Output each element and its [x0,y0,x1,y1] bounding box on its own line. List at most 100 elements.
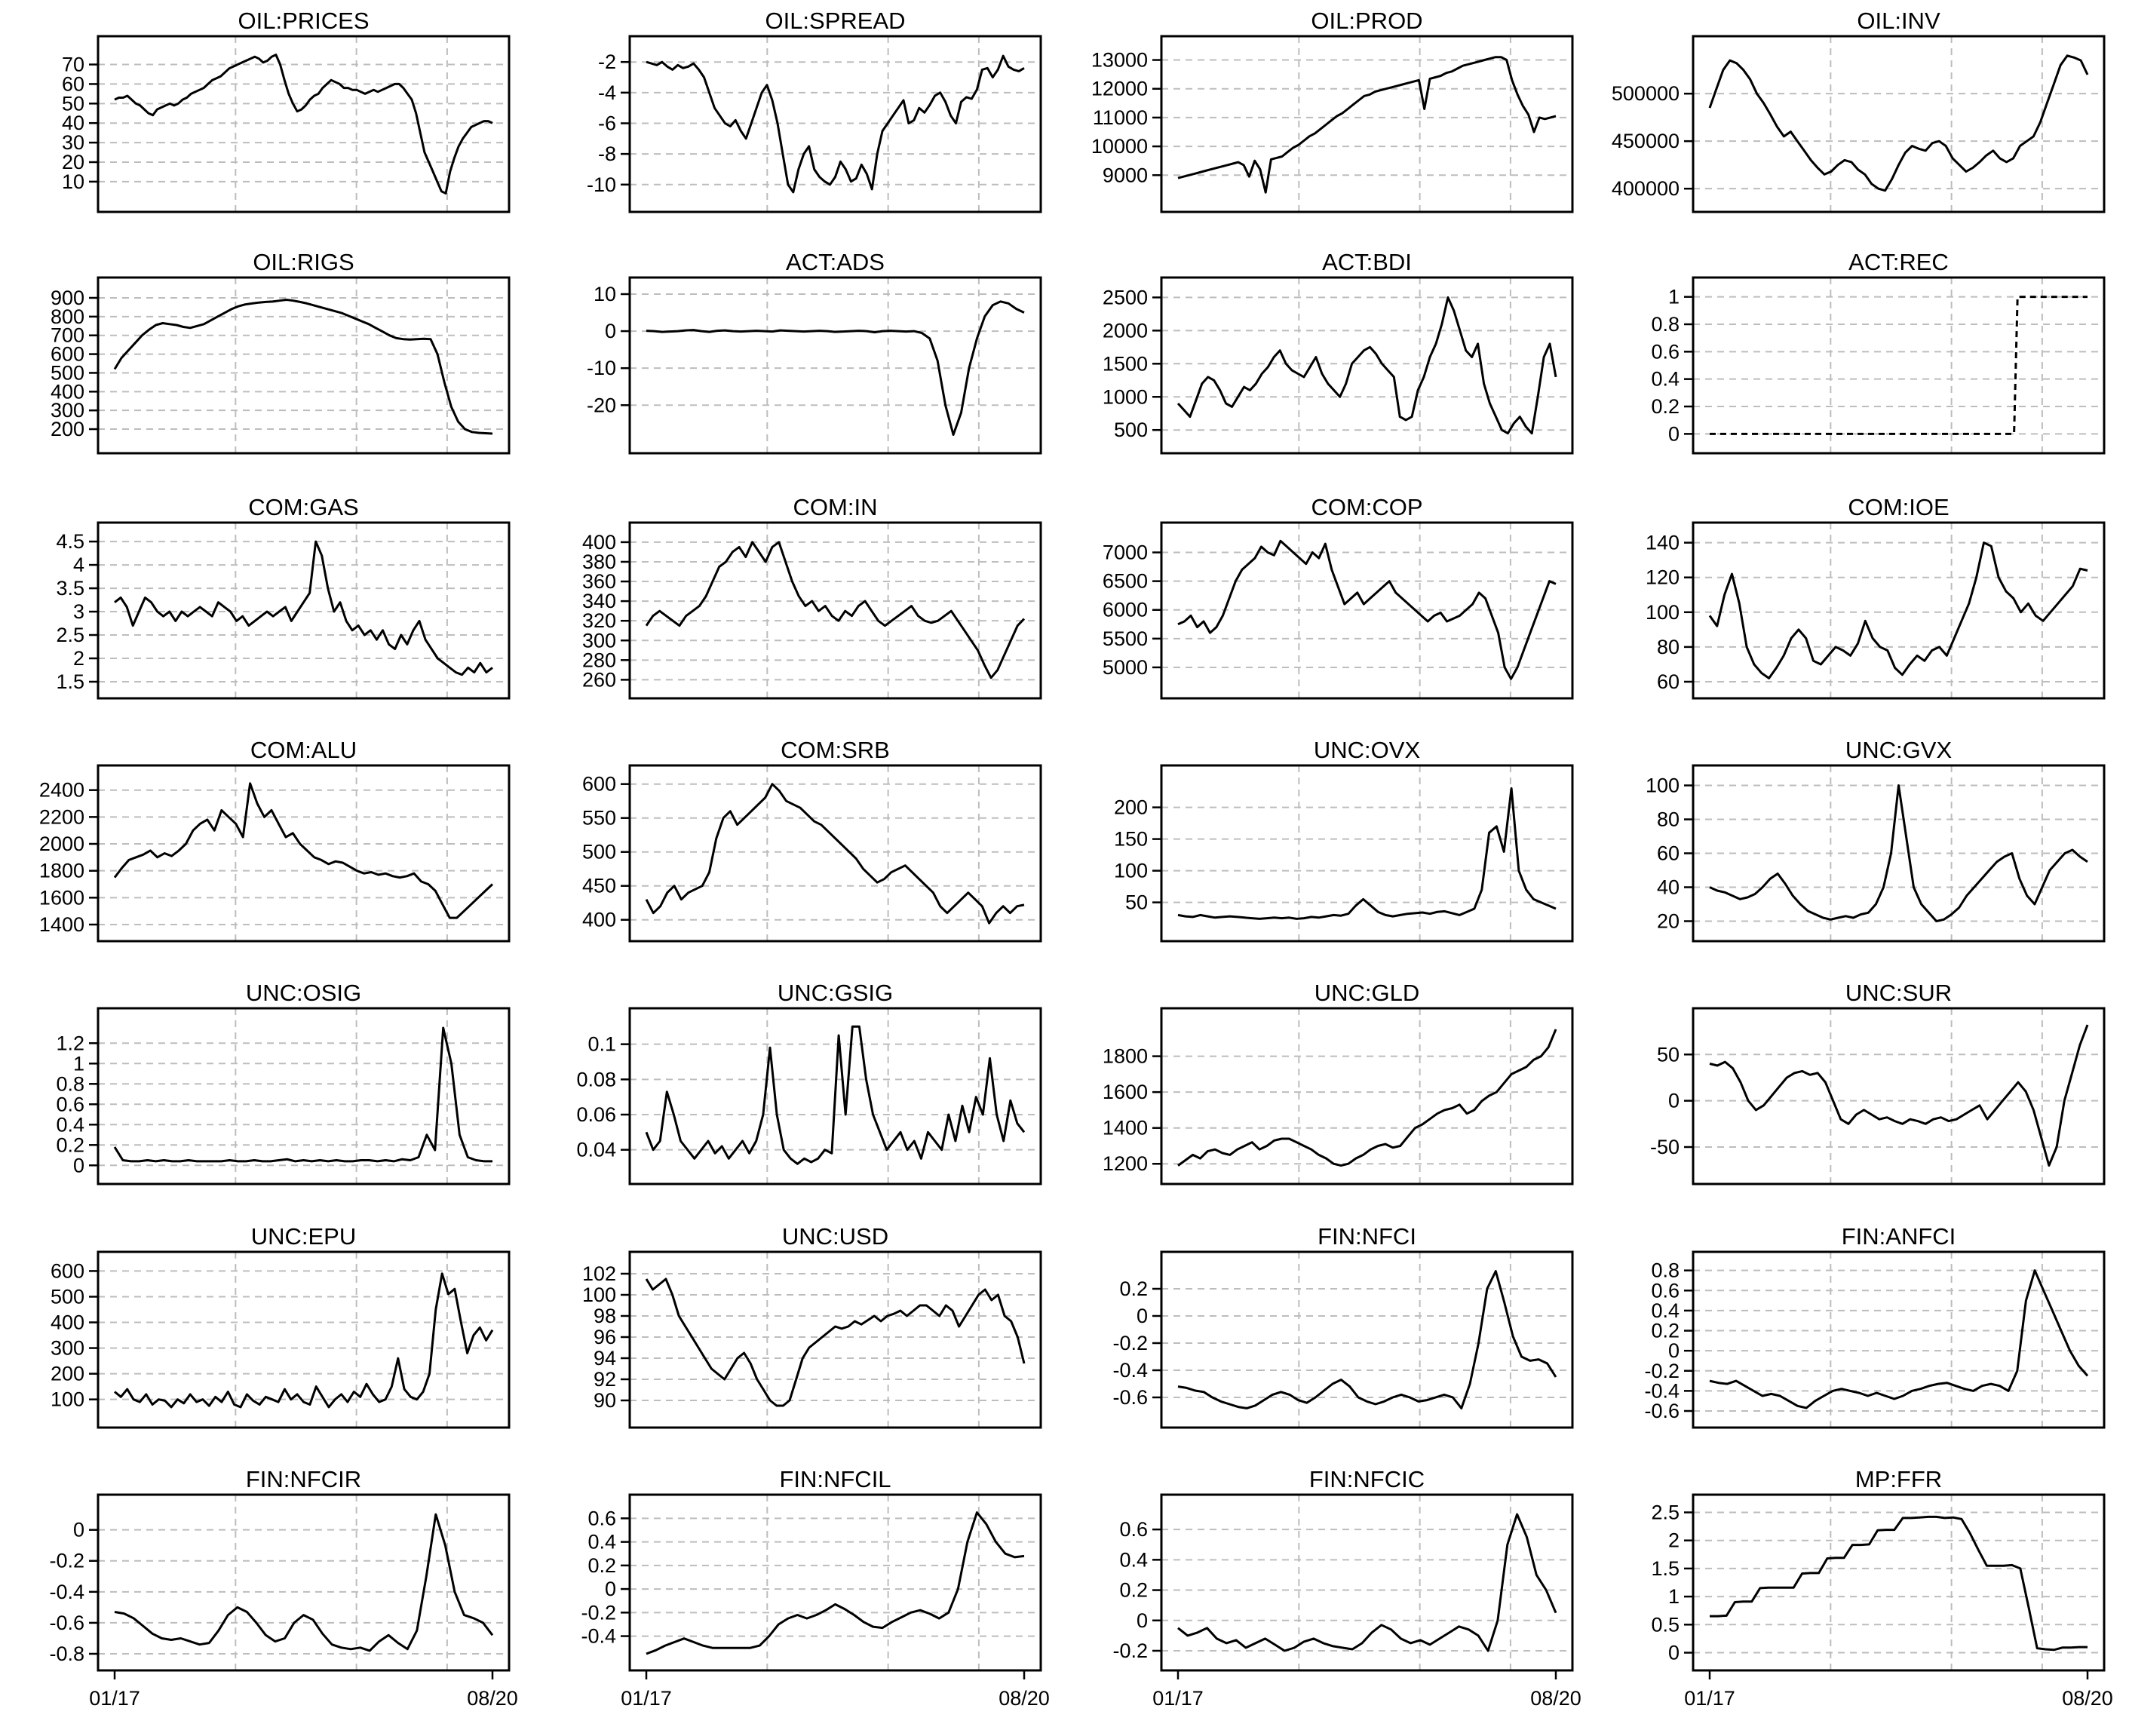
series-line [1709,1024,2089,1167]
x-tick-label: 01/17 [89,1687,140,1710]
y-tick-label: 100 [1114,860,1148,882]
y-tick-label: -0.6 [49,1612,84,1634]
y-tick-label: 600 [51,1259,84,1282]
panel-com-srb: COM:SRB 400 450 500 550 600 [582,737,1042,943]
panel-title: COM:IN [793,494,878,520]
y-tick-label: -0.4 [49,1581,84,1603]
panel-fin-nfcil: FIN:NFCIL -0.4-0.200.20.40.6 01/17 08/20 [581,1466,1049,1710]
y-tick-label: 100 [1646,601,1680,624]
y-tick-label: 20 [62,151,84,173]
panel-oil-inv: OIL:INV 400000 450000 500000 [1612,8,2106,213]
y-tick-label: 0.4 [56,1113,84,1136]
y-tick-label: 0.8 [56,1072,84,1095]
y-tick-label: 0.6 [1119,1518,1148,1541]
series-line [1709,784,2088,922]
y-tick-label: 0 [1668,422,1680,445]
y-tick-label: 400 [51,380,84,403]
panel-title: UNC:GVX [1845,737,1953,763]
panel-unc-sur: UNC:SUR -50 0 50 [1650,980,2106,1185]
y-tick-label: 0.2 [1119,1579,1148,1602]
series-line [114,1272,494,1409]
y-tick-label: 2 [73,647,84,670]
panel-fin-nfcir: FIN:NFCIR -0.8 -0.6 -0.4 -0.2 0 01/17 08/20 [49,1466,517,1710]
y-tick-label: 0 [1137,1305,1148,1327]
plot-frame [97,276,511,455]
panel-unc-epu: UNC:EPU 100 200 300 400 500 600 [51,1223,511,1429]
y-tick-label: 50 [1125,891,1148,914]
panel-title: UNC:GSIG [778,980,893,1006]
y-tick-label: 70 [62,54,84,76]
plot-frame [1692,521,2106,700]
y-tick-label: 500000 [1612,82,1680,105]
y-tick-label: 100 [1646,774,1680,797]
plot-frame [628,1250,1042,1429]
series-line [1177,539,1557,680]
panel-unc-gld: UNC:GLD 1200 1400 1600 1800 [1103,980,1574,1185]
plot-frame [1160,521,1574,700]
y-tick-label: 80 [1657,636,1680,658]
y-tick-label: 0.4 [1651,368,1680,391]
series-line [1176,296,1557,435]
panel-fin-nfcic: FIN:NFCIC -0.2 0 0.2 0.4 0.6 01/17 08/20 [1112,1466,1581,1710]
y-tick-label: 0.6 [1651,340,1680,363]
panel-unc-gsig: UNC:GSIG 0.04 0.06 0.08 0.1 [576,980,1042,1185]
y-tick-label: 2.5 [1651,1501,1680,1523]
y-tick-label: -6 [598,112,616,134]
panel-title: FIN:ANFCI [1842,1223,1956,1250]
series-line [645,783,1025,925]
plot-frame [1692,35,2106,213]
y-tick-label: 400 [582,531,616,554]
y-tick-label: 400 [582,909,616,931]
panel-title: OIL:PRICES [238,8,370,34]
y-tick-label: 1 [1668,286,1680,308]
panel-title: UNC:GLD [1315,980,1420,1006]
plot-frame [97,1250,511,1429]
y-tick-label: 10000 [1091,135,1148,158]
y-tick-label: 96 [594,1326,616,1348]
y-tick-label: 98 [594,1305,616,1327]
panel-title: UNC:OVX [1314,737,1421,763]
y-tick-label: 9000 [1103,164,1148,186]
panel-title: ACT:REC [1848,249,1949,275]
y-tick-label: 0 [605,320,616,342]
y-tick-label: 92 [594,1368,616,1391]
y-tick-label: 600 [51,343,84,366]
y-tick-label: -4 [598,81,616,104]
y-tick-label: -0.4 [1112,1359,1148,1382]
plot-frame [628,764,1042,943]
y-tick-label: 1400 [1103,1117,1148,1139]
y-tick-label: 0 [73,1154,84,1176]
y-tick-label: 0.6 [587,1507,616,1529]
y-tick-label: 0.4 [1119,1548,1148,1571]
plot-frame [628,521,1042,700]
series-line [646,1511,1025,1655]
panel-title: FIN:NFCIR [246,1466,361,1492]
plot-frame [1160,1493,1574,1672]
y-tick-label: 12000 [1091,78,1148,100]
series-line [1708,541,2088,679]
panel-mp-ffr: MP:FFR 0 0.5 1 1.5 2 2.5 01/17 08/20 [1651,1466,2112,1710]
y-tick-label: 0.8 [1651,1259,1680,1282]
plot-frame [1692,1250,2106,1429]
y-tick-label: -0.6 [1112,1386,1148,1409]
y-tick-label: 2200 [39,805,84,828]
y-tick-label: 0 [1668,1090,1680,1112]
plot-frame [1160,1007,1574,1185]
y-tick-label: 10 [594,283,616,305]
panel-title: COM:IOE [1848,494,1949,520]
y-tick-label: 900 [51,287,84,309]
panel-title: COM:SRB [781,737,890,763]
y-tick-label: 400 [51,1311,84,1334]
y-tick-label: 40 [1657,876,1680,899]
panel-act-ads: ACT:ADS -20 -10 0 10 [587,249,1042,455]
y-tick-label: 0.2 [56,1133,84,1156]
y-tick-label: 300 [582,629,616,652]
y-tick-label: -0.2 [581,1601,616,1624]
panel-title: FIN:NFCIL [779,1466,891,1492]
y-tick-label: 1600 [39,886,84,909]
y-tick-label: 0.4 [1651,1299,1680,1322]
panel-com-ioe: COM:IOE 60 80 100 120 140 [1646,494,2106,700]
panel-title: COM:GAS [248,494,358,520]
